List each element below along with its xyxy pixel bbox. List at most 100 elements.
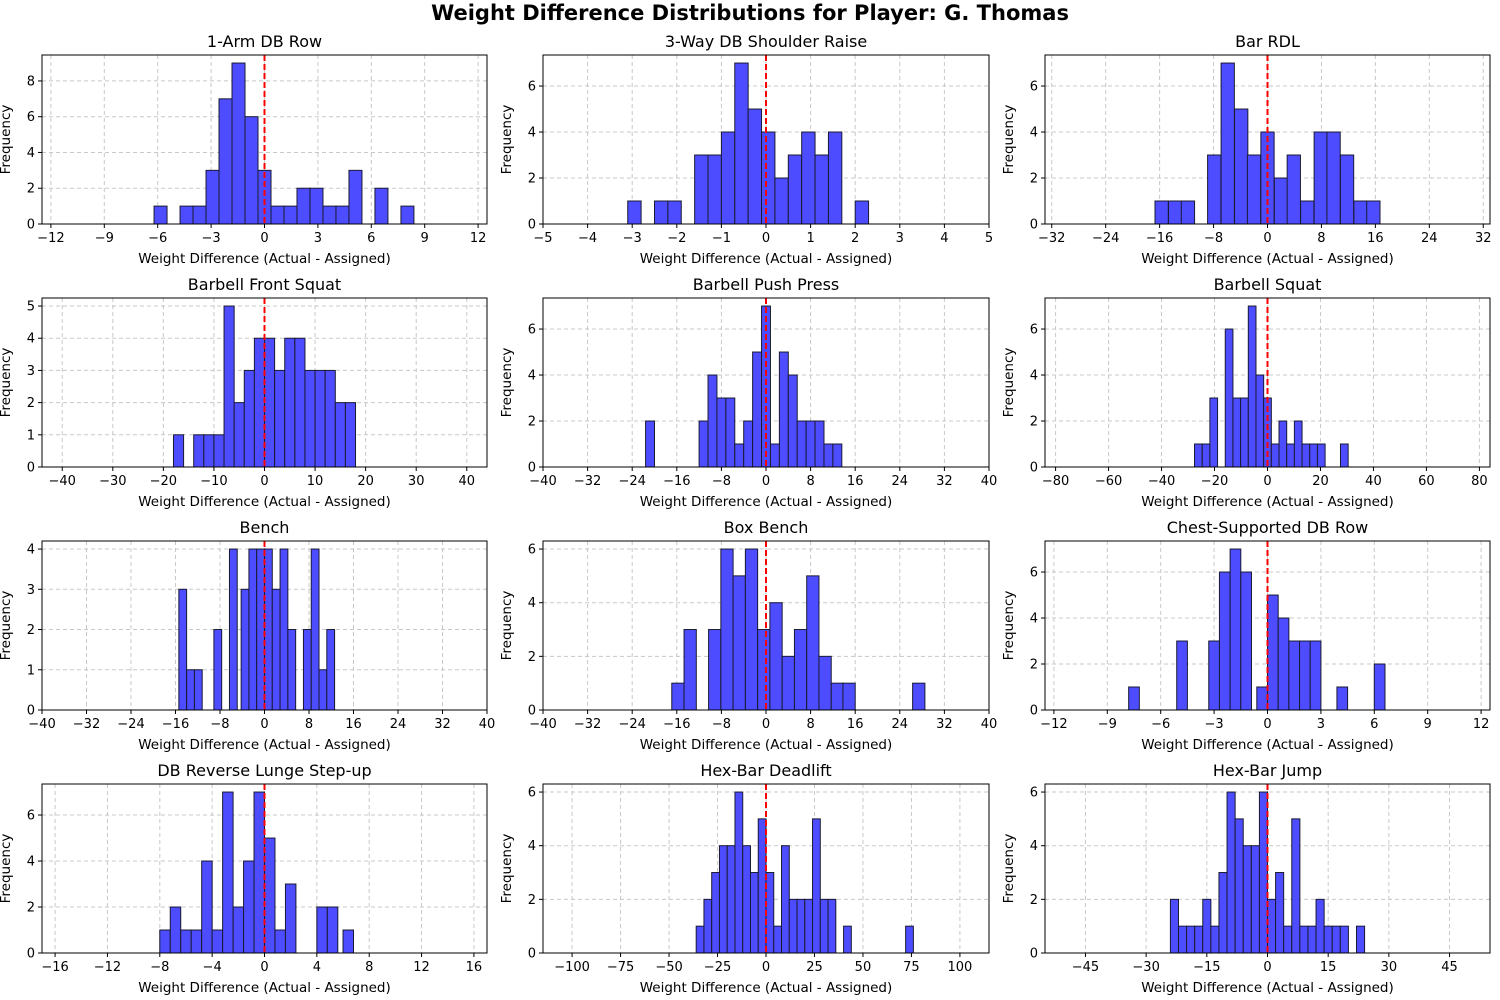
histogram-bar xyxy=(309,187,324,225)
x-tick-label: 16 xyxy=(345,717,362,732)
y-tick-label: 6 xyxy=(1030,566,1038,581)
histogram-bar xyxy=(778,351,789,468)
histogram-bar xyxy=(1180,200,1196,225)
x-tick-label: −3 xyxy=(623,231,642,246)
x-tick-label: −40 xyxy=(529,474,556,489)
histogram-bar xyxy=(287,629,297,711)
subplot-title: Barbell Squat xyxy=(1214,275,1322,294)
x-tick-label: −12 xyxy=(37,231,64,246)
x-axis-label: Weight Difference (Actual - Assigned) xyxy=(138,251,391,267)
histogram-bar xyxy=(805,420,816,468)
histogram-bar xyxy=(1240,397,1249,468)
subplot-title: Box Bench xyxy=(724,518,809,537)
histogram-bar xyxy=(757,629,771,711)
x-tick-label: 45 xyxy=(1441,960,1458,975)
y-tick-label: 2 xyxy=(1030,658,1038,673)
histogram-bar xyxy=(842,682,856,711)
histogram-bar xyxy=(819,898,829,954)
histogram-bar xyxy=(774,177,789,225)
x-tick-label: 8 xyxy=(365,960,373,975)
histogram-bar xyxy=(180,929,192,954)
histogram-bar xyxy=(1331,925,1341,954)
histogram-bar xyxy=(796,420,807,468)
histogram-bar xyxy=(781,655,795,711)
y-axis-label: Frequency xyxy=(1001,834,1017,904)
y-tick-label: 2 xyxy=(528,650,536,665)
x-tick-label: −9 xyxy=(95,231,114,246)
y-tick-label: 2 xyxy=(1030,893,1038,908)
y-axis-label: Frequency xyxy=(0,348,14,418)
histogram-bar xyxy=(1247,305,1257,468)
histogram-bar xyxy=(1336,686,1349,711)
histogram-bar xyxy=(1309,443,1318,468)
x-tick-label: −32 xyxy=(574,717,601,732)
x-tick-label: 40 xyxy=(1365,474,1382,489)
histogram-bar xyxy=(310,548,320,711)
histogram-bar xyxy=(232,906,245,954)
histogram-bar xyxy=(703,898,713,954)
x-tick-label: 30 xyxy=(1381,960,1398,975)
histogram-bar xyxy=(716,397,727,468)
x-tick-label: 16 xyxy=(847,474,864,489)
y-axis-label: Frequency xyxy=(0,834,14,904)
histogram-bar xyxy=(1273,177,1289,225)
histogram-bar xyxy=(761,131,776,225)
histogram-bar xyxy=(1313,131,1328,225)
x-tick-label: −24 xyxy=(1092,231,1119,246)
histogram-bar xyxy=(1208,640,1220,711)
subplot-title: Hex-Bar Deadlift xyxy=(700,761,831,780)
histogram-bar xyxy=(342,929,355,954)
histogram-bar xyxy=(326,906,339,954)
x-tick-label: 24 xyxy=(390,717,407,732)
histogram-bar xyxy=(178,588,188,711)
x-tick-label: 0 xyxy=(260,231,268,246)
histogram-bar xyxy=(348,169,363,225)
histogram-bar xyxy=(284,883,297,954)
histogram-bar xyxy=(179,205,194,225)
histogram-bar xyxy=(322,205,337,225)
x-tick-label: 25 xyxy=(806,960,823,975)
histogram-bar xyxy=(294,337,306,468)
x-tick-label: −9 xyxy=(1098,717,1117,732)
figure-title: Weight Difference Distributions for Play… xyxy=(431,1,1069,25)
y-tick-label: 4 xyxy=(1030,126,1038,141)
subplot-title: Barbell Push Press xyxy=(693,275,840,294)
x-tick-label: −24 xyxy=(618,717,645,732)
histogram-bar xyxy=(1299,640,1311,711)
x-axis-label: Weight Difference (Actual - Assigned) xyxy=(1141,980,1394,996)
x-tick-label: −32 xyxy=(73,717,100,732)
histogram-bar xyxy=(264,548,273,711)
histogram-bar xyxy=(732,575,746,711)
subplot-4: −40 −30 −20 −10 0 10 20 30 40 0 1 2 3 4 5 Barbell Front… xyxy=(0,275,488,510)
histogram-bar xyxy=(905,925,914,954)
histogram-bar xyxy=(734,791,744,954)
histogram-bar xyxy=(159,929,171,954)
x-tick-label: −2 xyxy=(667,231,686,246)
subplot-6: −80 −60 −40 −20 0 20 40 60 80 0 2 4 6 Barbell Squat We… xyxy=(1001,275,1491,510)
histogram-bar xyxy=(1278,420,1288,468)
histogram-bar xyxy=(1186,925,1196,954)
histogram-bar xyxy=(1286,443,1295,468)
y-tick-label: 2 xyxy=(27,396,35,411)
histogram-bar xyxy=(720,548,734,711)
histogram-bar xyxy=(1300,200,1315,225)
x-tick-label: −8 xyxy=(150,960,169,975)
histogram-bar xyxy=(256,548,265,711)
x-tick-label: 8 xyxy=(806,717,814,732)
histogram-bar xyxy=(240,588,250,711)
histogram-bar xyxy=(1323,925,1333,954)
x-tick-label: −75 xyxy=(607,960,634,975)
histogram-bar xyxy=(734,62,749,225)
x-tick-label: 6 xyxy=(1370,717,1378,732)
histogram-bar xyxy=(231,62,246,225)
histogram-bar xyxy=(192,205,207,225)
x-tick-label: 1 xyxy=(806,231,814,246)
histogram-bar xyxy=(314,369,326,468)
histogram-bar xyxy=(213,434,225,468)
y-tick-label: 2 xyxy=(27,623,35,638)
y-axis-label: Frequency xyxy=(1001,591,1017,661)
histogram-bar xyxy=(711,872,720,954)
y-tick-label: 4 xyxy=(528,369,536,384)
